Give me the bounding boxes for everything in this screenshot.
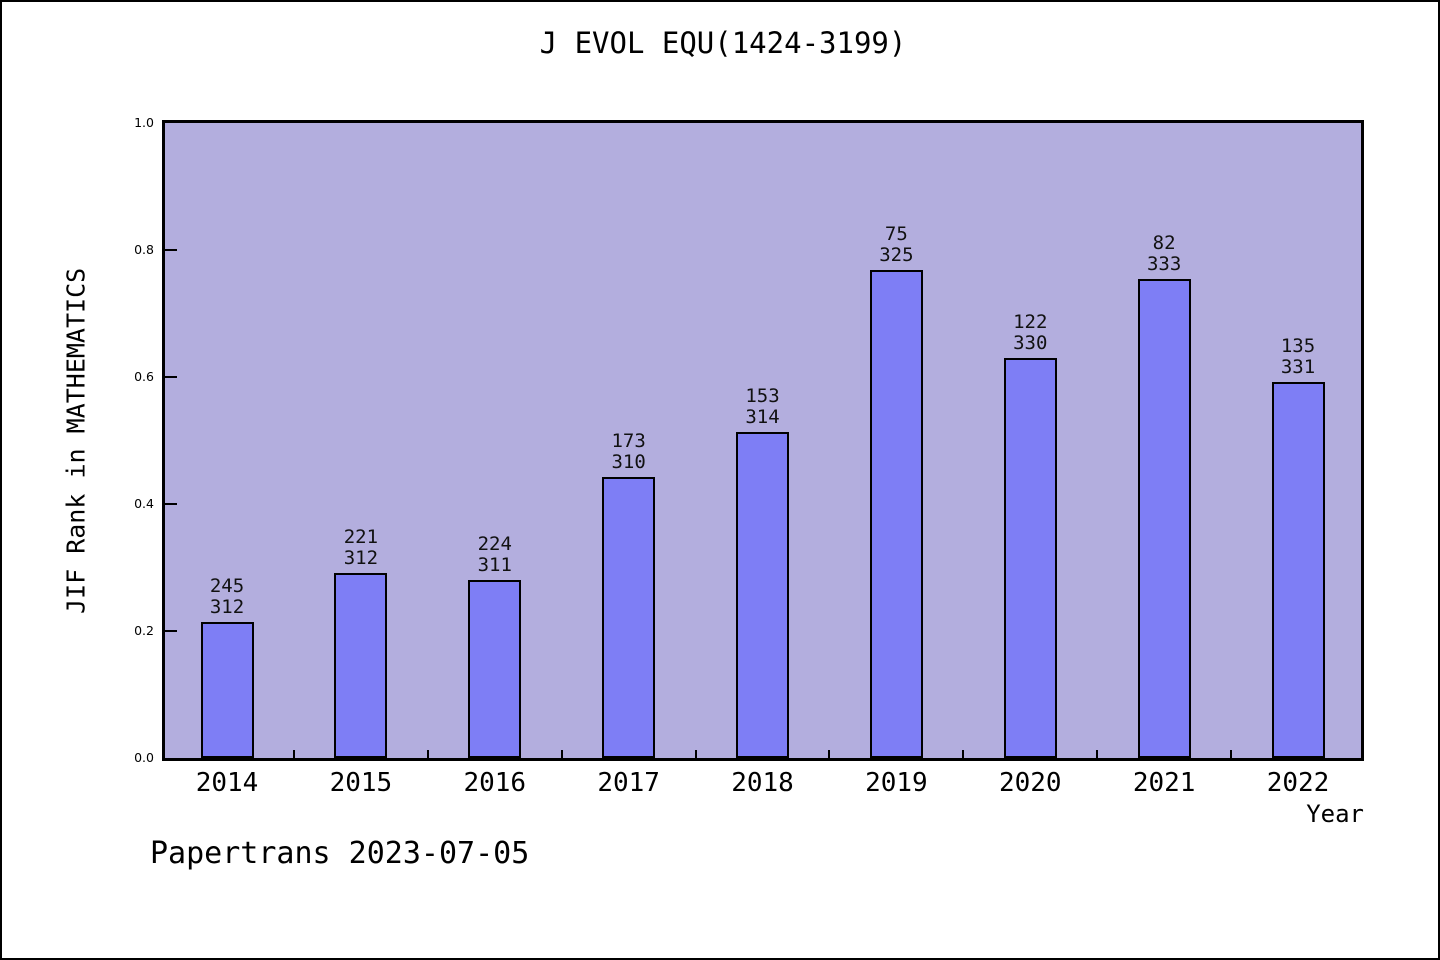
- footer-watermark: Papertrans 2023-07-05: [150, 836, 530, 871]
- x-tick-label: 2018: [731, 768, 794, 798]
- bar: [1271, 381, 1325, 758]
- bar-value-label: 224 311: [435, 534, 555, 576]
- bar-value-label: 245 312: [167, 574, 287, 618]
- bar-total-value: 314: [745, 406, 780, 429]
- x-tick-label: 2022: [1266, 768, 1330, 798]
- bar-total-value: 311: [477, 554, 512, 577]
- bar: [869, 269, 923, 758]
- x-tick-label: 2016: [463, 768, 527, 798]
- bar-total-value: 333: [1146, 253, 1182, 276]
- bar-rank-value: 75: [884, 222, 908, 245]
- bar-value-label: 75 325: [836, 222, 956, 266]
- bar: [1137, 279, 1191, 758]
- x-minor-tick-mark: [292, 750, 295, 758]
- x-minor-tick-mark: [694, 750, 697, 758]
- x-minor-tick-mark: [1096, 750, 1099, 758]
- bar: [468, 580, 522, 758]
- y-tick-label: 0.4: [134, 496, 154, 511]
- bar-value-label: 153 314: [703, 386, 823, 428]
- bar: [200, 621, 254, 758]
- x-axis-title: Year: [1306, 800, 1364, 828]
- y-tick-label: 0.6: [134, 369, 154, 384]
- x-tick-label: 2015: [329, 768, 393, 798]
- bar-rank-value: 135: [1280, 334, 1316, 357]
- x-minor-tick-mark: [560, 750, 563, 758]
- bar-rank-value: 122: [1013, 310, 1048, 333]
- bar-rank-value: 153: [745, 385, 780, 408]
- y-tick-label: 0.8: [134, 242, 154, 257]
- bar: [736, 432, 789, 758]
- bar-value-label: 221 312: [301, 525, 421, 569]
- bar-value-label: 173 310: [569, 431, 689, 473]
- bar-value-label: 122 330: [970, 310, 1090, 354]
- bar-total-value: 312: [209, 595, 245, 618]
- plot-area: 245 312 221 312 224 311 173 310 153 314 75 325 122 33…: [162, 120, 1364, 761]
- bar-rank-value: 82: [1152, 232, 1176, 255]
- bar-rank-value: 173: [611, 430, 646, 453]
- chart-title: J EVOL EQU(1424-3199): [539, 26, 907, 60]
- y-tick-label: 0.2: [134, 623, 154, 638]
- bar-total-value: 312: [343, 546, 379, 569]
- bar-rank-value: 224: [477, 533, 512, 556]
- bar: [334, 572, 388, 758]
- x-minor-tick-mark: [1230, 750, 1233, 758]
- x-tick-label: 2014: [195, 768, 259, 798]
- bar-total-value: 325: [879, 243, 914, 266]
- x-tick-label: 2021: [1132, 768, 1196, 798]
- x-tick-label: 2020: [998, 768, 1062, 798]
- bar-value-label: 82 333: [1104, 233, 1224, 275]
- bar-value-label: 135 331: [1238, 334, 1358, 378]
- y-tick-mark: [165, 503, 177, 505]
- x-tick-label: 2019: [865, 768, 928, 798]
- x-minor-tick-mark: [426, 750, 429, 758]
- bar: [1003, 357, 1057, 758]
- y-axis-title: JIF Rank in MATHEMATICS: [61, 267, 91, 614]
- plot-inner: 245 312 221 312 224 311 173 310 153 314 75 325 122 33…: [165, 123, 1361, 758]
- y-tick-mark: [165, 630, 177, 632]
- bar-rank-value: 221: [343, 525, 379, 548]
- y-tick-label: 1.0: [134, 115, 154, 130]
- x-minor-tick-mark: [828, 750, 831, 758]
- bar-total-value: 310: [611, 451, 646, 474]
- bar-total-value: 330: [1013, 331, 1048, 354]
- y-tick-mark: [165, 376, 177, 378]
- x-minor-tick-mark: [962, 750, 965, 758]
- bar-total-value: 331: [1280, 355, 1316, 378]
- y-tick-label: 0.0: [134, 750, 154, 765]
- y-tick-mark: [165, 249, 177, 251]
- x-tick-label: 2017: [597, 768, 660, 798]
- bar: [602, 477, 656, 758]
- bar-rank-value: 245: [209, 574, 245, 597]
